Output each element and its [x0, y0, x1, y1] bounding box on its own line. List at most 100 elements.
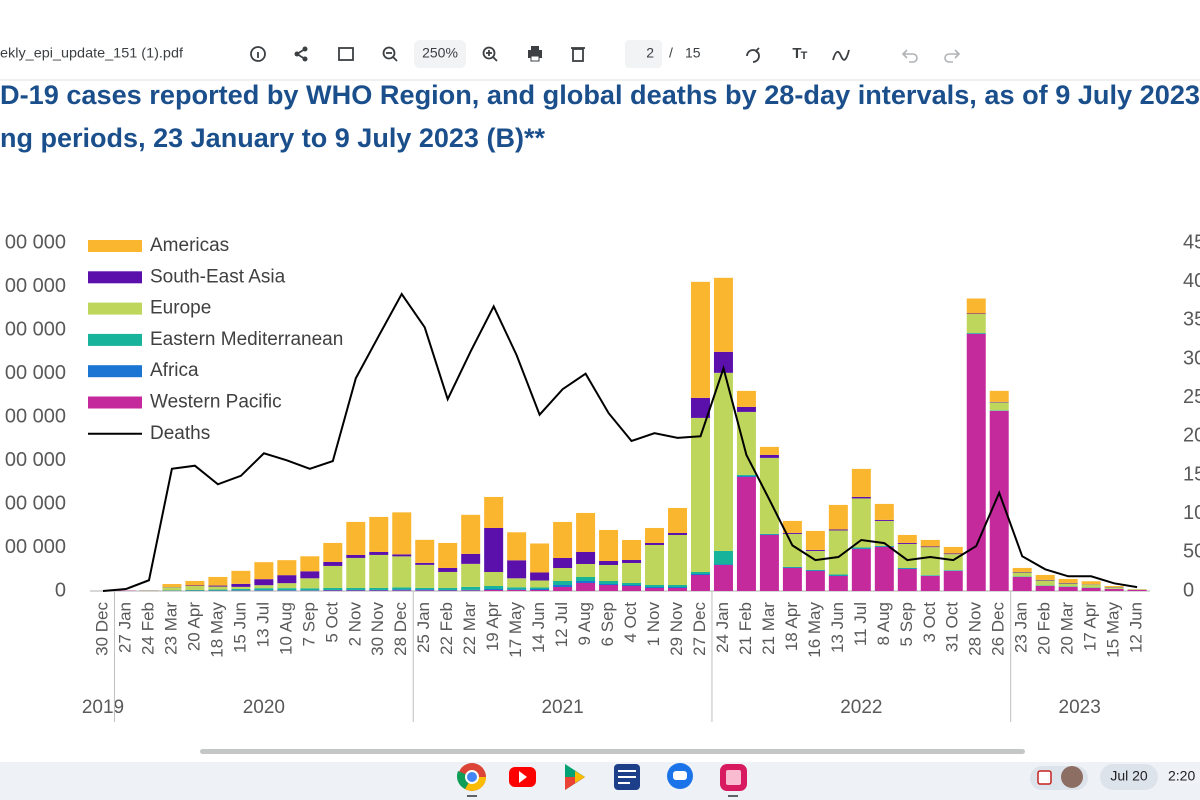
bar-segment [254, 579, 274, 586]
bar-segment [1058, 578, 1078, 583]
bar-segment [1035, 580, 1055, 586]
x-tick-label: 30 Dec [92, 602, 111, 656]
bar-segment [1127, 589, 1147, 591]
bar-segment [507, 578, 527, 588]
bar-segment [369, 551, 389, 555]
undo-button[interactable] [901, 49, 918, 63]
bar-segment [851, 468, 871, 497]
date-pill[interactable] [1100, 764, 1158, 790]
gallery-app[interactable] [720, 764, 747, 797]
bar-segment [828, 529, 848, 531]
messages-app[interactable] [667, 763, 693, 789]
bar-segment [828, 574, 848, 576]
x-tick-label: 13 Jun [828, 602, 847, 653]
bar-segment [759, 533, 779, 535]
x-tick-label: 19 Apr [483, 602, 502, 651]
scrollbar[interactable] [200, 749, 1025, 754]
bar-segment [690, 417, 710, 572]
x-tick-label: 22 Mar [460, 602, 479, 655]
bar-segment [805, 570, 825, 591]
print-button[interactable] [528, 46, 542, 62]
redo-button[interactable] [944, 49, 961, 63]
bar-segment [645, 587, 665, 591]
bar-segment [897, 568, 917, 591]
bar-segment [300, 571, 320, 579]
year-label: 2019 [82, 697, 124, 718]
youtube-app[interactable] [509, 767, 536, 787]
chrome-app[interactable] [456, 763, 486, 797]
legend-swatch [88, 302, 142, 315]
bar-segment [208, 585, 228, 587]
x-tick-label: 18 Apr [782, 602, 801, 651]
x-tick-label: 5 Oct [322, 602, 341, 643]
year-label: 2021 [541, 697, 583, 718]
x-tick-label: 28 Dec [391, 602, 410, 656]
legend-swatch [88, 396, 142, 409]
weather-app[interactable] [614, 764, 640, 790]
play-store-app[interactable] [565, 764, 585, 790]
bar-segment [966, 314, 986, 334]
bar-segment [507, 560, 527, 579]
x-tick-label: 22 Feb [437, 602, 456, 655]
page-field[interactable] [625, 40, 662, 68]
y2-tick-label: 45 [1183, 231, 1200, 253]
bar-segment [897, 542, 917, 544]
bar-segment [323, 587, 343, 590]
bar-segment [966, 333, 986, 591]
legend-swatch [88, 365, 142, 378]
x-tick-label: 2 Nov [345, 602, 364, 647]
y-tick-label: 00 000 [5, 492, 66, 514]
bar-segment [599, 580, 619, 584]
zoom-in-button[interactable] [482, 46, 498, 62]
bar-segment [713, 277, 733, 352]
zoom-field[interactable] [414, 40, 466, 68]
x-tick-label: 23 Jan [1012, 602, 1031, 653]
bar-segment [943, 570, 963, 571]
bar-segment [622, 582, 642, 585]
x-tick-label: 20 Apr [184, 602, 203, 651]
bar-segment [736, 390, 756, 407]
page-separator: / [669, 45, 673, 61]
rotate-button[interactable] [746, 47, 760, 63]
y-tick-label: 00 000 [5, 536, 66, 558]
bar-segment [920, 539, 940, 547]
bar-segment [989, 390, 1009, 402]
x-tick-label: 5 Sep [897, 602, 916, 646]
bar-segment [392, 556, 412, 588]
y2-tick-label: 20 [1183, 425, 1200, 447]
bar-segment [438, 589, 458, 591]
bar-segment [231, 570, 251, 584]
legend-swatch [88, 271, 142, 284]
date: Jul 20 [1110, 768, 1148, 784]
bar-segment [185, 585, 205, 590]
deaths-line [102, 292, 1138, 592]
draw-button[interactable] [832, 49, 850, 61]
bar-segment [989, 402, 1009, 411]
bar-segment [553, 557, 573, 568]
status-tray[interactable] [1030, 766, 1088, 790]
share-button[interactable] [294, 46, 308, 62]
bar-segment [736, 476, 756, 591]
bar-segment [736, 406, 756, 412]
y2-tick-label: 40 [1183, 270, 1200, 292]
bar-segment [277, 590, 297, 591]
info-button[interactable] [250, 46, 266, 62]
bar-segment [507, 532, 527, 561]
bar-segment [1058, 583, 1078, 587]
bar-segment [690, 573, 710, 575]
y-tick-label: 00 000 [5, 275, 66, 297]
bar-segment [759, 454, 779, 458]
fit-button[interactable] [338, 47, 354, 61]
bar-segment [622, 584, 642, 586]
bar-segment [461, 553, 481, 564]
delete-button[interactable] [571, 47, 585, 62]
x-tick-label: 31 Oct [943, 602, 962, 652]
bar-segment [1012, 576, 1032, 591]
bar-segment [438, 587, 458, 590]
bar-segment [1058, 586, 1078, 591]
bar-segment [484, 589, 504, 591]
zoom-out-button[interactable] [382, 46, 398, 62]
